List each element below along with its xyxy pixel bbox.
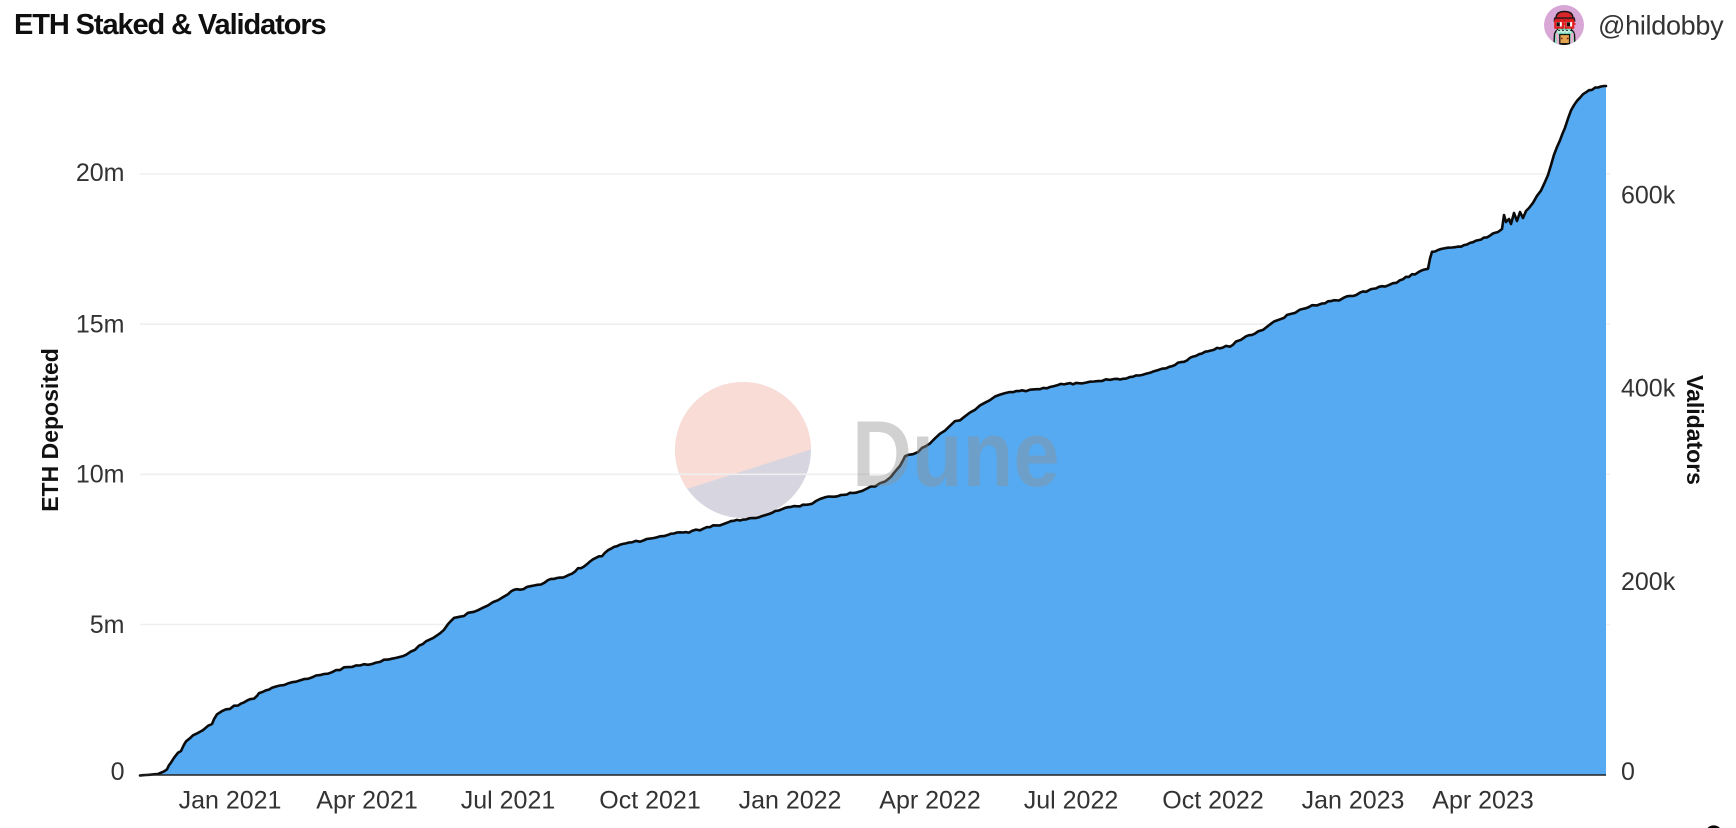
svg-text:5m: 5m	[90, 611, 125, 639]
svg-text:ETH Staked & Validators: ETH Staked & Validators	[14, 9, 326, 41]
svg-text:Oct 2022: Oct 2022	[1162, 787, 1263, 815]
svg-text:Jan 2023: Jan 2023	[1302, 787, 1405, 815]
svg-text:Jul 2022: Jul 2022	[1024, 787, 1119, 815]
svg-text:Apr 2021: Apr 2021	[316, 787, 417, 815]
svg-text:Apr 2023: Apr 2023	[1432, 787, 1533, 815]
svg-text:Oct 2021: Oct 2021	[599, 787, 700, 815]
svg-text:0: 0	[111, 758, 125, 786]
svg-text:Validators: Validators	[1682, 375, 1708, 485]
svg-text:400k: 400k	[1621, 375, 1676, 403]
svg-text:ETH Deposited: ETH Deposited	[37, 348, 63, 512]
svg-text:0: 0	[1621, 758, 1635, 786]
svg-text:600k: 600k	[1621, 182, 1676, 210]
svg-text:15m: 15m	[76, 311, 125, 339]
svg-text:20m: 20m	[76, 159, 125, 187]
svg-text:200k: 200k	[1621, 568, 1676, 596]
svg-text:Jul 2021: Jul 2021	[461, 787, 556, 815]
svg-text:10m: 10m	[76, 461, 125, 489]
svg-text:Dune: Dune	[852, 401, 1059, 506]
svg-text:Jan 2022: Jan 2022	[739, 787, 842, 815]
svg-text:Apr 2022: Apr 2022	[879, 787, 980, 815]
svg-text:@hildobby: @hildobby	[1598, 11, 1724, 41]
svg-text:Jan 2021: Jan 2021	[179, 787, 282, 815]
